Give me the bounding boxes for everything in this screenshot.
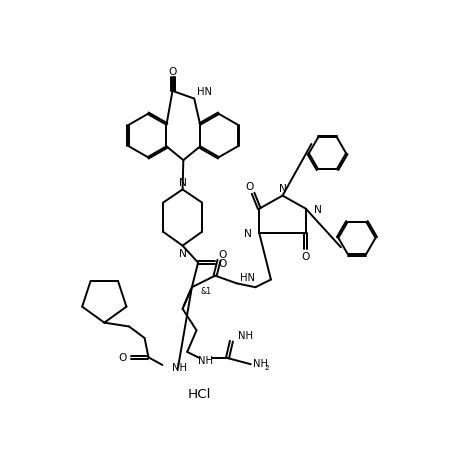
Text: O: O (302, 252, 310, 262)
Text: HN: HN (197, 87, 212, 97)
Text: NH: NH (198, 355, 213, 365)
Text: 2: 2 (265, 364, 270, 370)
Text: N: N (179, 178, 186, 188)
Text: NH: NH (238, 330, 252, 340)
Text: HN: HN (240, 273, 255, 282)
Text: N: N (314, 204, 321, 214)
Text: O: O (246, 181, 254, 191)
Text: N: N (279, 183, 287, 194)
Text: HCl: HCl (188, 387, 212, 400)
Text: N: N (179, 248, 186, 258)
Text: O: O (118, 352, 126, 363)
Text: NH: NH (253, 359, 268, 369)
Text: O: O (219, 250, 227, 260)
Text: NH: NH (172, 362, 187, 372)
Text: O: O (168, 67, 177, 77)
Text: &1: &1 (200, 286, 212, 295)
Text: N: N (244, 229, 252, 239)
Text: O: O (218, 258, 226, 268)
